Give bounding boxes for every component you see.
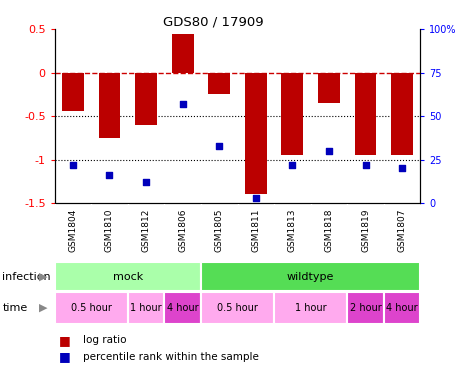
Text: wildtype: wildtype (287, 272, 334, 282)
Text: 4 hour: 4 hour (167, 303, 199, 313)
Bar (128, 292, 164, 324)
Text: 1 hour: 1 hour (295, 303, 326, 313)
Text: 4 hour: 4 hour (386, 303, 418, 313)
Bar (208, 73, 230, 94)
Bar (245, 73, 267, 194)
Text: infection: infection (2, 272, 51, 282)
Text: GDS80 / 17909: GDS80 / 17909 (163, 15, 264, 29)
Point (252, 195, 259, 201)
Text: GSM1804: GSM1804 (68, 209, 77, 252)
Text: GSM1813: GSM1813 (288, 209, 297, 252)
Bar (391, 73, 413, 155)
Text: 0.5 hour: 0.5 hour (71, 303, 112, 313)
Bar (354, 73, 377, 155)
Text: GSM1812: GSM1812 (142, 209, 151, 252)
Bar (164, 292, 201, 324)
Text: GSM1806: GSM1806 (178, 209, 187, 252)
Point (216, 143, 223, 149)
Bar (318, 73, 340, 103)
Text: GSM1818: GSM1818 (324, 209, 333, 252)
Text: time: time (2, 303, 28, 313)
Text: ■: ■ (59, 350, 71, 363)
Bar (347, 292, 384, 324)
Text: percentile rank within the sample: percentile rank within the sample (83, 352, 259, 362)
Text: log ratio: log ratio (83, 335, 127, 346)
Bar (62, 73, 84, 111)
Text: 2 hour: 2 hour (350, 303, 381, 313)
Text: GSM1807: GSM1807 (398, 209, 407, 252)
Text: ■: ■ (59, 334, 71, 347)
Point (398, 165, 406, 171)
Text: ▶: ▶ (39, 272, 48, 282)
Bar (274, 292, 347, 324)
Text: GSM1811: GSM1811 (251, 209, 260, 252)
Bar (384, 292, 420, 324)
Point (69, 162, 77, 168)
Bar (281, 73, 304, 155)
Point (105, 172, 113, 178)
Bar (201, 292, 274, 324)
Bar (135, 73, 157, 125)
Text: GSM1805: GSM1805 (215, 209, 224, 252)
Text: GSM1819: GSM1819 (361, 209, 370, 252)
Text: mock: mock (113, 272, 143, 282)
Text: 0.5 hour: 0.5 hour (217, 303, 258, 313)
Bar (171, 34, 194, 73)
Text: ▶: ▶ (39, 303, 48, 313)
Point (289, 162, 296, 168)
Bar (55, 292, 128, 324)
Bar (55, 262, 201, 291)
Point (325, 148, 332, 154)
Point (142, 179, 150, 185)
Text: GSM1810: GSM1810 (105, 209, 114, 252)
Point (179, 101, 186, 107)
Bar (98, 73, 121, 138)
Point (362, 162, 370, 168)
Bar (201, 262, 420, 291)
Text: 1 hour: 1 hour (130, 303, 162, 313)
